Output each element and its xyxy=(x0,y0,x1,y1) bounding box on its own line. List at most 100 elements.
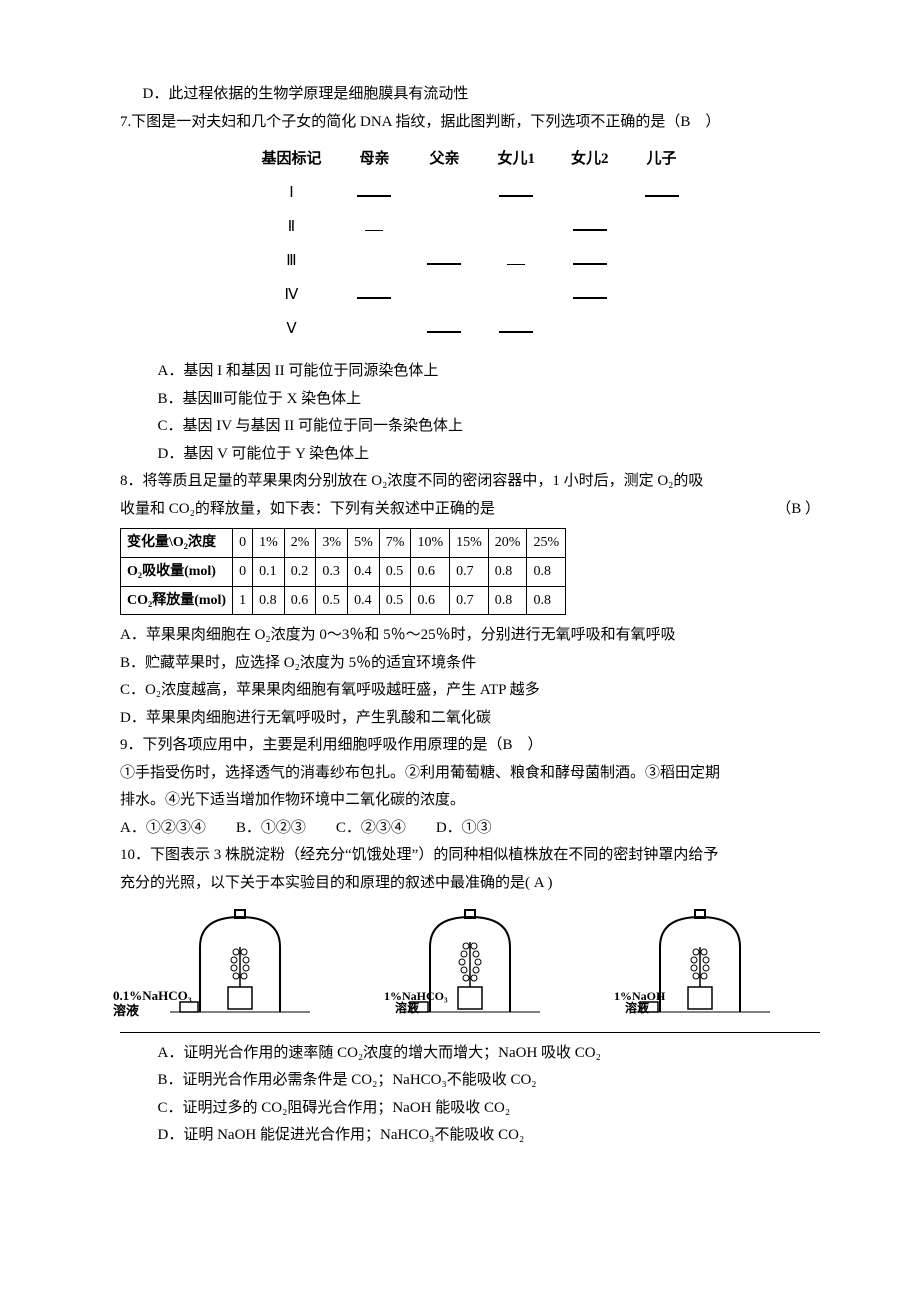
band-icon xyxy=(357,297,391,299)
table-row: Ⅴ xyxy=(243,313,696,347)
band-icon xyxy=(507,264,525,265)
col-header: 20% xyxy=(488,529,527,558)
band-icon xyxy=(365,230,383,231)
q8-data-table: 变化量\O₂浓度01%2%3%5%7%10%15%20%25% O₂吸收量(mo… xyxy=(120,528,566,615)
q9-options: A．①②③④ B．①②③ C．②③④ D．①③ xyxy=(120,816,820,842)
cell: 0.8 xyxy=(253,586,285,615)
band-icon xyxy=(645,195,679,197)
col-header: 0 xyxy=(233,529,253,558)
jar-1: 0.1%NaHCO₃溶液 xyxy=(125,902,355,1032)
q10-option-c: C．证明过多的 CO₂阻碍光合作用；NaOH 能吸收 CO₂ xyxy=(120,1096,820,1122)
col-header: 10% xyxy=(411,529,450,558)
q6-option-d: D．此过程依据的生物学原理是细胞膜具有流动性 xyxy=(120,82,820,108)
jar-2: 1%NaHCO₃ 溶液 xyxy=(355,902,585,1032)
cell: 0.8 xyxy=(488,586,527,615)
cell: 0.7 xyxy=(450,557,489,586)
cell: CO₂释放量(mol) xyxy=(121,586,233,615)
q9-line2: 排水。④光下适当增加作物环境中二氧化碳的浓度。 xyxy=(120,788,820,814)
q7-option-c: C．基因 IV 与基因 II 可能位于同一条染色体上 xyxy=(120,414,820,440)
q8-option-b: B．贮藏苹果时，应选择 O₂浓度为 5％的适宜环境条件 xyxy=(120,651,820,677)
table-row: Ⅰ xyxy=(243,177,696,211)
table-row: O₂吸收量(mol)00.10.20.30.40.50.60.70.80.8 xyxy=(121,557,566,586)
cell: 0.8 xyxy=(527,586,566,615)
q10-stem: 10．下图表示 3 株脱淀粉（经充分“饥饿处理”）的同种相似植株放在不同的密封钟… xyxy=(120,843,820,869)
cell: 0.1 xyxy=(253,557,285,586)
table-header-row: 基因标记 母亲 父亲 女儿1 女儿2 儿子 xyxy=(243,143,696,177)
col-header: 15% xyxy=(450,529,489,558)
q10-option-d: D．证明 NaOH 能促进光合作用；NaHCO₃不能吸收 CO₂ xyxy=(120,1123,820,1149)
q8-answer: （B ） xyxy=(776,497,820,523)
cell: 0.5 xyxy=(316,586,348,615)
cell: O₂吸收量(mol) xyxy=(121,557,233,586)
band-icon xyxy=(573,263,607,265)
q8-stem-text: 收量和 CO₂的释放量，如下表：下列有关叙述中正确的是 xyxy=(120,497,495,523)
band-icon xyxy=(427,263,461,265)
cell: 0.7 xyxy=(450,586,489,615)
solution-label: 0.1%NaHCO₃溶液 xyxy=(113,989,192,1018)
col-header: 25% xyxy=(527,529,566,558)
table-row: CO₂释放量(mol)10.80.60.50.40.50.60.70.80.8 xyxy=(121,586,566,615)
band-icon xyxy=(499,331,533,333)
q8-stem-line2: 收量和 CO₂的释放量，如下表：下列有关叙述中正确的是 （B ） xyxy=(120,497,820,523)
cell: 0.8 xyxy=(527,557,566,586)
cell: 0.2 xyxy=(284,557,316,586)
q10-figure: 0.1%NaHCO₃溶液 xyxy=(120,902,820,1033)
cell: 1 xyxy=(233,586,253,615)
col-header: 1% xyxy=(253,529,285,558)
cell: 0 xyxy=(233,557,253,586)
col-header: 3% xyxy=(316,529,348,558)
q8-stem: 8．将等质且足量的苹果果肉分别放在 O₂浓度不同的密闭容器中，1 小时后，测定 … xyxy=(120,469,820,495)
col-header: 女儿2 xyxy=(553,143,627,177)
col-header: 7% xyxy=(379,529,411,558)
band-icon xyxy=(357,195,391,197)
svg-text:溶液: 溶液 xyxy=(395,1000,419,1015)
cell: 0.4 xyxy=(348,586,380,615)
col-header: 母亲 xyxy=(339,143,409,177)
band-icon xyxy=(573,229,607,231)
bell-jar-icon: 1%NaHCO₃ 溶液 xyxy=(380,902,560,1022)
band-icon xyxy=(427,331,461,333)
row-label: Ⅴ xyxy=(243,313,339,347)
q8-option-c: C．O₂浓度越高，苹果果肉细胞有氧呼吸越旺盛，产生 ATP 越多 xyxy=(120,678,820,704)
col-header: 女儿1 xyxy=(479,143,553,177)
band-icon xyxy=(573,297,607,299)
jar-3: 1%NaOH 溶液 xyxy=(585,902,815,1032)
bell-jar-icon: 1%NaOH 溶液 xyxy=(610,902,790,1022)
table-row: Ⅲ xyxy=(243,245,696,279)
col-header: 基因标记 xyxy=(243,143,339,177)
q9-line1: ①手指受伤时，选择透气的消毒纱布包扎。②利用葡萄糖、粮食和酵母菌制酒。③稻田定期 xyxy=(120,761,820,787)
q10-option-a: A．证明光合作用的速率随 CO₂浓度的增大而增大；NaOH 吸收 CO₂ xyxy=(120,1041,820,1067)
col-header: 5% xyxy=(348,529,380,558)
q10-stem-line2: 充分的光照，以下关于本实验目的和原理的叙述中最准确的是( A ) xyxy=(120,871,820,897)
cell: 0.5 xyxy=(379,586,411,615)
col-header: 儿子 xyxy=(627,143,697,177)
band-icon xyxy=(499,195,533,197)
q7-dna-table: 基因标记 母亲 父亲 女儿1 女儿2 儿子 Ⅰ Ⅱ Ⅲ Ⅳ Ⅴ xyxy=(243,143,696,347)
cell: 0.3 xyxy=(316,557,348,586)
table-row: 变化量\O₂浓度01%2%3%5%7%10%15%20%25% xyxy=(121,529,566,558)
q7-option-d: D．基因 V 可能位于 Y 染色体上 xyxy=(120,442,820,468)
q7-option-a: A．基因 I 和基因 II 可能位于同源染色体上 xyxy=(120,359,820,385)
col-header: 2% xyxy=(284,529,316,558)
row-label: Ⅱ xyxy=(243,211,339,245)
row-label: Ⅰ xyxy=(243,177,339,211)
q7-option-b: B．基因Ⅲ可能位于 X 染色体上 xyxy=(120,387,820,413)
table-row: Ⅱ xyxy=(243,211,696,245)
q7-stem: 7.下图是一对夫妇和几个子女的简化 DNA 指纹，据此图判断，下列选项不正确的是… xyxy=(120,110,820,136)
svg-text:溶液: 溶液 xyxy=(625,1000,649,1015)
col-header: 父亲 xyxy=(409,143,479,177)
table-row: Ⅳ xyxy=(243,279,696,313)
col-header: 变化量\O₂浓度 xyxy=(121,529,233,558)
q8-option-a: A．苹果果肉细胞在 O₂浓度为 0～3％和 5％～25％时，分别进行无氧呼吸和有… xyxy=(120,623,820,649)
q9-stem: 9．下列各项应用中，主要是利用细胞呼吸作用原理的是（B ） xyxy=(120,733,820,759)
cell: 0.6 xyxy=(284,586,316,615)
row-label: Ⅲ xyxy=(243,245,339,279)
q10-option-b: B．证明光合作用必需条件是 CO₂；NaHCO₃不能吸收 CO₂ xyxy=(120,1068,820,1094)
cell: 0.5 xyxy=(379,557,411,586)
cell: 0.8 xyxy=(488,557,527,586)
q8-option-d: D．苹果果肉细胞进行无氧呼吸时，产生乳酸和二氧化碳 xyxy=(120,706,820,732)
cell: 0.4 xyxy=(348,557,380,586)
cell: 0.6 xyxy=(411,586,450,615)
cell: 0.6 xyxy=(411,557,450,586)
row-label: Ⅳ xyxy=(243,279,339,313)
